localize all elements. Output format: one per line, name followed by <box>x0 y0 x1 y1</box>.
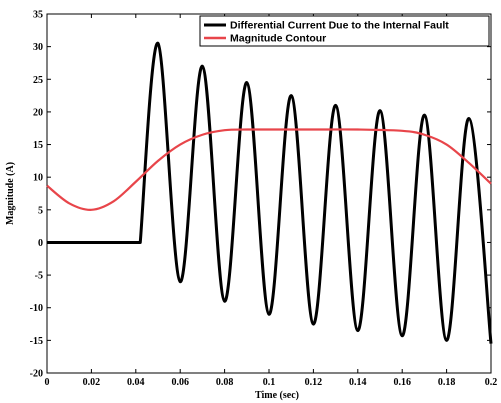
y-axis: -20 -15 -10 -5 0 5 10 15 20 25 30 35 <box>30 10 491 380</box>
x-tick-label: 0 <box>45 377 50 388</box>
x-tick-label: 0.1 <box>263 377 276 388</box>
y-tick-label: 20 <box>33 107 43 118</box>
plot-area: 0 0.02 0.04 0.06 0.08 0.1 0.12 0.14 0.16 0.18 0.2 … <box>30 10 498 389</box>
x-tick-label: 0.06 <box>171 377 189 388</box>
series-line-differential-current <box>47 41 493 344</box>
x-tick-label: 0.18 <box>438 377 456 388</box>
x-tick-label: 0.04 <box>127 377 145 388</box>
x-tick-label: 0.02 <box>83 377 101 388</box>
y-axis-label: Magnitude (A) <box>5 162 16 225</box>
series-layer <box>46 41 493 344</box>
series-line-magnitude-contour <box>46 128 492 211</box>
x-tick-label: 0.14 <box>349 377 367 388</box>
x-tick-label: 0.2 <box>485 377 498 388</box>
y-tick-label: 35 <box>33 10 43 21</box>
x-tick-label: 0.12 <box>305 377 323 388</box>
legend: Differential Current Due to the Internal… <box>199 15 490 47</box>
legend-box <box>199 15 490 47</box>
x-tick-label: 0.08 <box>216 377 234 388</box>
y-tick-label: -10 <box>30 303 43 314</box>
y-tick-label: 30 <box>33 42 43 53</box>
x-axis-label: Time (sec) <box>255 390 299 401</box>
y-tick-label: 15 <box>33 140 43 151</box>
y-tick-label: 10 <box>33 173 43 184</box>
y-tick-label: -5 <box>35 271 43 282</box>
y-tick-label: 5 <box>38 205 43 216</box>
plot-frame <box>46 13 492 374</box>
y-tick-label: 0 <box>38 238 43 249</box>
y-tick-label: -20 <box>30 369 43 380</box>
legend-label-differential-current: Differential Current Due to the Internal… <box>230 20 449 32</box>
x-tick-label: 0.16 <box>393 377 411 388</box>
y-tick-label: 25 <box>33 75 43 86</box>
y-tick-label: -15 <box>30 336 43 347</box>
legend-label-magnitude-contour: Magnitude Contour <box>230 33 326 45</box>
